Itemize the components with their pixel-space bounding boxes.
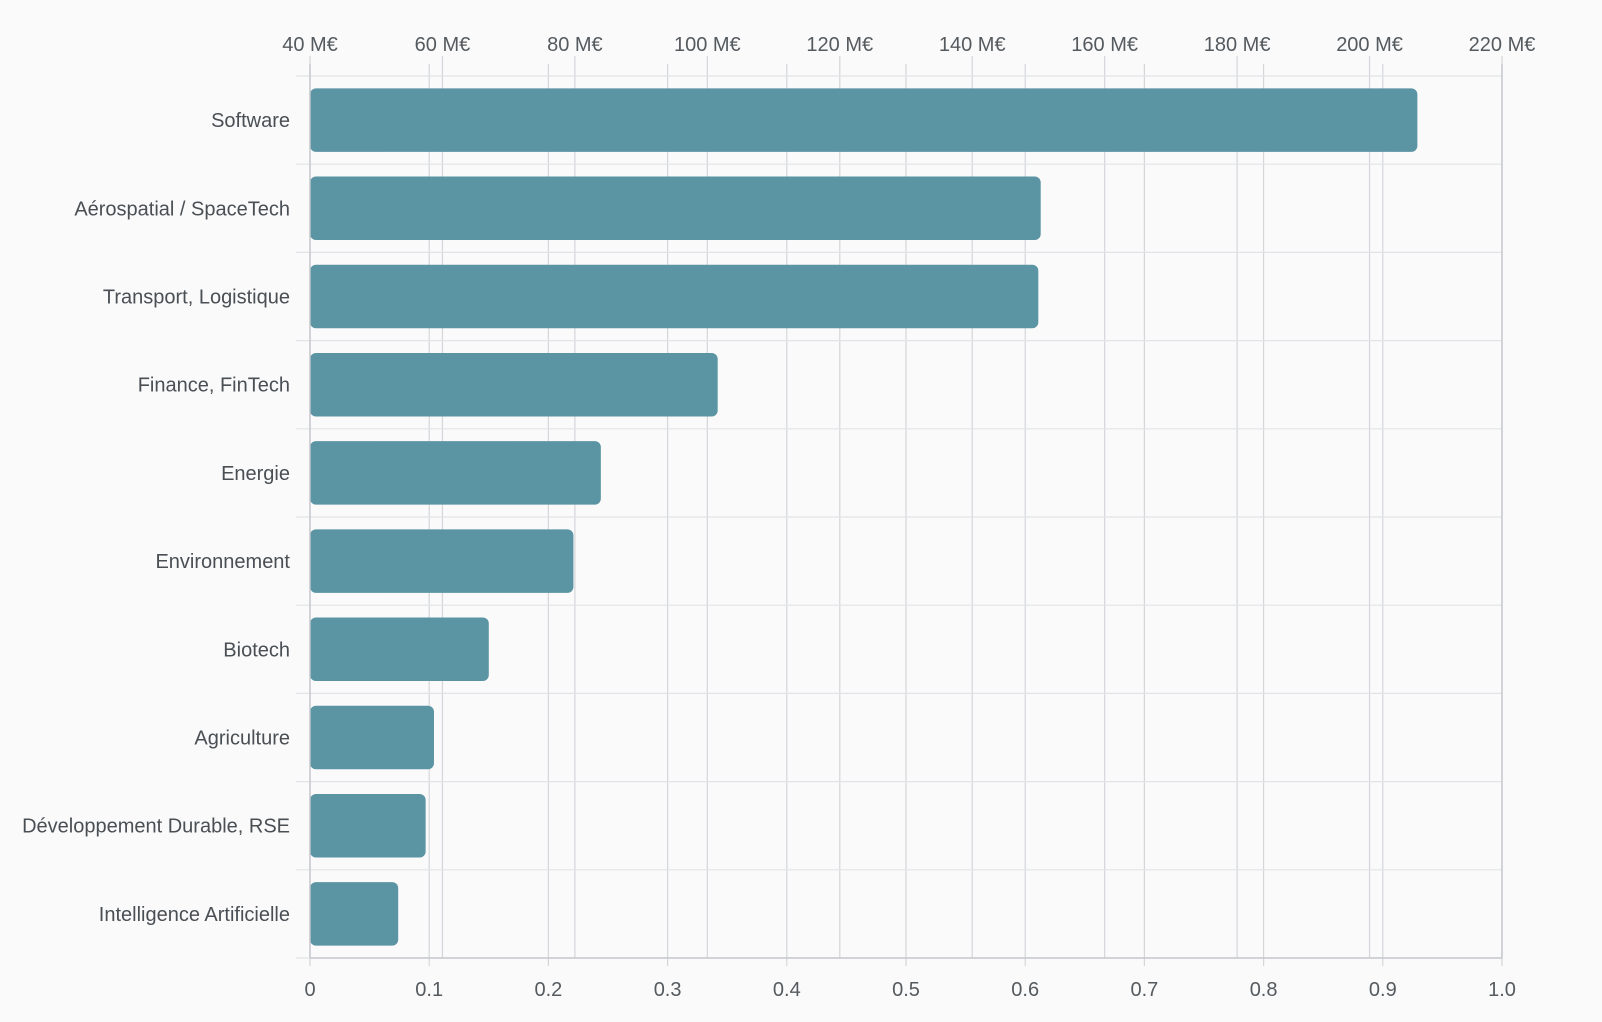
- bar-3: [310, 352, 718, 417]
- top-tick-label: 140 M€: [939, 34, 1006, 56]
- category-label: Biotech: [223, 639, 290, 661]
- category-label: Transport, Logistique: [103, 287, 290, 309]
- bar-1: [310, 176, 1041, 241]
- category-label: Intelligence Artificielle: [99, 904, 290, 926]
- top-tick-label: 100 M€: [674, 34, 741, 56]
- bar-5: [310, 529, 574, 593]
- bar-4: [310, 441, 601, 505]
- bar-2: [310, 264, 1039, 329]
- bottom-tick-label: 0.8: [1250, 979, 1278, 1001]
- category-label: Agriculture: [194, 728, 290, 750]
- category-label: Finance, FinTech: [138, 375, 290, 397]
- bottom-tick-label: 0.5: [892, 979, 920, 1001]
- category-label: Software: [211, 110, 290, 132]
- bar-9: [310, 882, 399, 946]
- top-tick-label: 40 M€: [282, 34, 338, 56]
- top-tick-label: 200 M€: [1336, 34, 1403, 56]
- bottom-tick-label: 0: [304, 979, 315, 1001]
- bottom-tick-label: 0.2: [534, 979, 562, 1001]
- category-label: Environnement: [155, 551, 290, 573]
- bottom-tick-label: 0.3: [654, 979, 682, 1001]
- bar-6: [310, 617, 489, 682]
- top-tick-label: 60 M€: [415, 34, 471, 56]
- top-tick-label: 120 M€: [806, 34, 873, 56]
- category-label: Aérospatial / SpaceTech: [74, 198, 290, 220]
- bottom-tick-label: 0.6: [1011, 979, 1039, 1001]
- bottom-tick-label: 0.9: [1369, 979, 1397, 1001]
- category-label: Développement Durable, RSE: [22, 816, 290, 838]
- bar-8: [310, 793, 426, 858]
- label-layer: 0 0.1 0.2 0.3 0.4 0.5 0.6 0.7 0.8 0.9 1.0 40 M€ 60 M…: [22, 34, 1535, 1001]
- top-tick-label: 220 M€: [1469, 34, 1536, 56]
- axis-layer: [309, 64, 1503, 959]
- bar-layer: [310, 88, 1418, 946]
- top-tick-label: 160 M€: [1071, 34, 1138, 56]
- top-tick-label: 180 M€: [1204, 34, 1271, 56]
- bar-0: [310, 88, 1418, 152]
- bottom-tick-label: 1.0: [1488, 979, 1516, 1001]
- bottom-tick-label: 0.1: [415, 979, 443, 1001]
- bar-7: [310, 705, 434, 770]
- category-label: Energie: [221, 463, 290, 485]
- bottom-tick-label: 0.7: [1130, 979, 1158, 1001]
- top-tick-label: 80 M€: [547, 34, 603, 56]
- bottom-tick-label: 0.4: [773, 979, 801, 1001]
